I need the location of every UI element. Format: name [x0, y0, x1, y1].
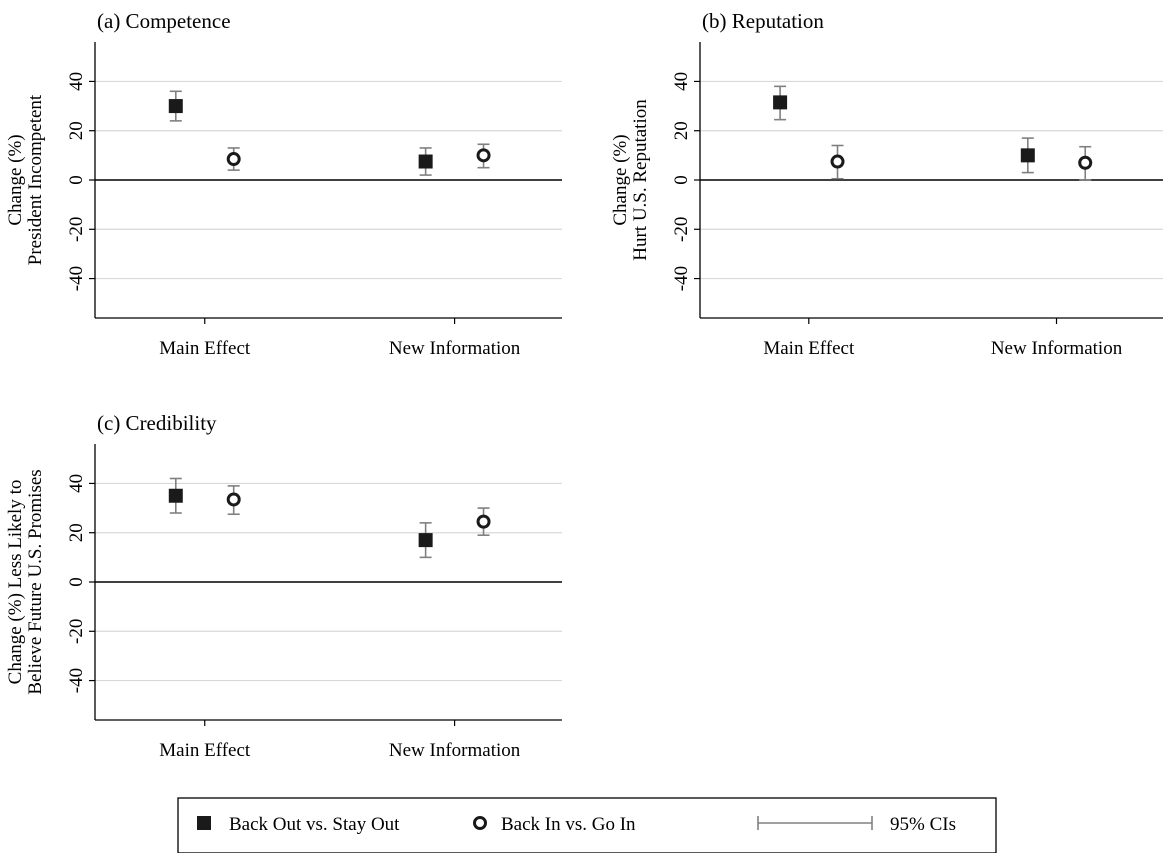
- x-category-label: New Information: [389, 740, 521, 761]
- y-axis-title-line: Change (%): [610, 134, 631, 225]
- y-axis-title-line: President Incompetent: [25, 94, 46, 265]
- y-tick-label: 0: [671, 175, 692, 185]
- chart-panel-1: (a) Competence -40 -20 0 20 40 Change (%)Presi…: [5, 9, 562, 359]
- y-tick-label: 20: [66, 121, 87, 140]
- point-back-out-vs-stay-out: [1020, 148, 1035, 163]
- y-tick-label: 20: [66, 523, 87, 542]
- y-axis-title-line: Change (%) Less Likely to: [5, 480, 26, 685]
- y-tick-label: 0: [66, 175, 87, 185]
- y-tick-label: -40: [671, 266, 692, 291]
- point-back-out-vs-stay-out: [773, 95, 788, 110]
- x-category-label: New Information: [389, 338, 521, 359]
- legend-box: [177, 797, 997, 853]
- x-category-label: Main Effect: [159, 740, 251, 761]
- y-axis-title: Change (%)President Incompetent: [5, 94, 46, 265]
- y-tick-label: 40: [671, 72, 692, 91]
- y-tick-label: -40: [66, 266, 87, 291]
- panel-title: (c) Credibility: [97, 411, 217, 435]
- point-back-in-vs-go-in: [476, 514, 491, 529]
- point-back-out-vs-stay-out: [168, 488, 183, 503]
- point-back-in-vs-go-in: [476, 148, 491, 163]
- point-back-out-vs-stay-out: [168, 99, 183, 114]
- y-tick-label: -40: [66, 668, 87, 693]
- legend: Back Out vs. Stay Out Back In vs. Go In …: [177, 797, 997, 853]
- y-tick-label: -20: [66, 619, 87, 644]
- y-tick-label: 40: [66, 72, 87, 91]
- y-tick-label: 0: [66, 577, 87, 587]
- x-category-label: Main Effect: [159, 338, 251, 359]
- chart-panel-2: (b) Reputation -40 -20 0 20 40 Change (%)Hurt …: [610, 9, 1163, 359]
- y-axis-title-line: Hurt U.S. Reputation: [630, 99, 651, 261]
- y-tick-label: -20: [671, 217, 692, 242]
- y-tick-label: 40: [66, 474, 87, 493]
- y-tick-label: -20: [66, 217, 87, 242]
- y-axis-title: Change (%) Less Likely toBelieve Future …: [5, 469, 46, 694]
- panel-title: (a) Competence: [97, 9, 231, 33]
- y-axis-title-line: Change (%): [5, 134, 26, 225]
- y-tick-label: 20: [671, 121, 692, 140]
- point-back-out-vs-stay-out: [418, 154, 433, 169]
- panel-title: (b) Reputation: [702, 9, 824, 33]
- point-back-in-vs-go-in: [226, 492, 241, 507]
- y-axis-title-line: Believe Future U.S. Promises: [25, 469, 46, 694]
- legend-label-back-out: Back Out vs. Stay Out: [229, 814, 400, 835]
- point-back-in-vs-go-in: [830, 154, 845, 169]
- legend-square-marker: [197, 816, 211, 830]
- point-back-in-vs-go-in: [226, 152, 241, 167]
- point-back-out-vs-stay-out: [418, 533, 433, 548]
- legend-label-back-in: Back In vs. Go In: [501, 814, 636, 835]
- legend-label-ci: 95% CIs: [890, 814, 956, 835]
- x-category-label: New Information: [991, 338, 1123, 359]
- point-back-in-vs-go-in: [1078, 155, 1093, 170]
- y-axis-title: Change (%)Hurt U.S. Reputation: [610, 99, 651, 261]
- legend-circle-marker: [473, 816, 487, 830]
- x-category-label: Main Effect: [763, 338, 855, 359]
- chart-panel-3: (c) Credibility -40 -20 0 20 40 Change (%) Les…: [5, 411, 562, 761]
